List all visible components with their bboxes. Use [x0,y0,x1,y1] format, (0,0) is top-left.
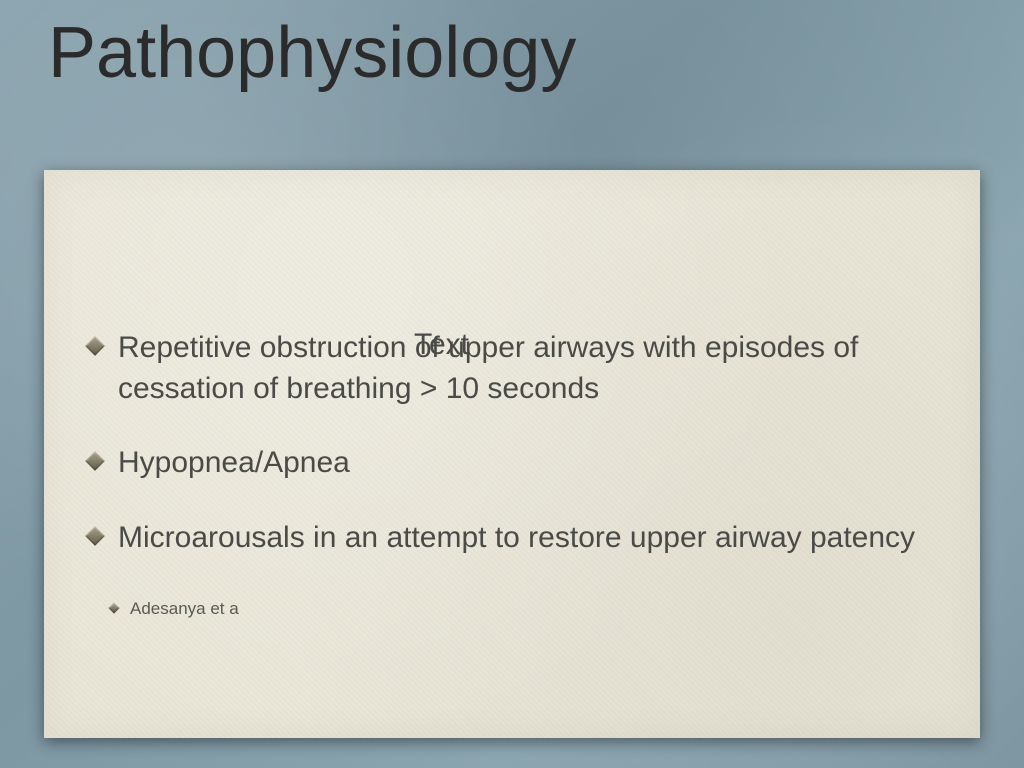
bullet-text: Hypopnea/Apnea [118,443,350,484]
citation-item: Adesanya et a [88,598,950,621]
slide-background: Pathophysiology Text Repetitive obstruct… [0,0,1024,768]
bullet-diamond-icon [85,451,105,471]
bullet-text: Microarousals in an attempt to restore u… [118,518,915,559]
bullet-diamond-icon [85,526,105,546]
list-item: Repetitive obstruction of upper airways … [88,328,950,409]
stray-text-overlay: Text [414,328,469,362]
bullet-list: Repetitive obstruction of upper airways … [88,328,950,621]
content-panel: Text Repetitive obstruction of upper air… [44,170,980,738]
bullet-diamond-icon [108,602,119,613]
citation-text: Adesanya et a [130,598,239,621]
bullet-diamond-icon [85,336,105,356]
list-item: Microarousals in an attempt to restore u… [88,518,950,559]
bullet-text: Repetitive obstruction of upper airways … [118,328,950,409]
list-item: Hypopnea/Apnea [88,443,950,484]
slide-title: Pathophysiology [48,12,576,94]
